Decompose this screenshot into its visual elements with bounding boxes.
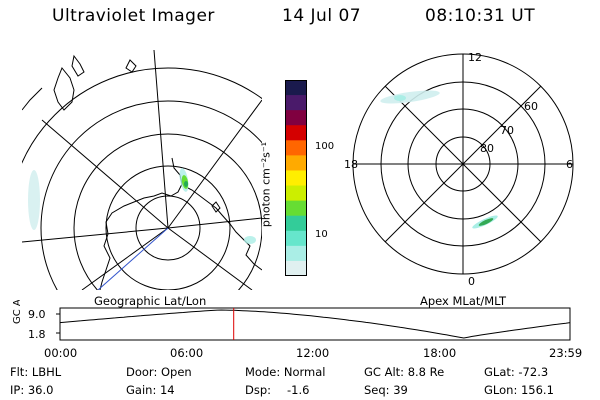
timeline-ytick-1-8: 1.8 <box>28 328 46 341</box>
timeline-xtick-2359: 23:59 <box>549 346 583 360</box>
aurora-emission <box>28 168 256 244</box>
latitude-ring <box>73 133 262 290</box>
mlt-label-18: 18 <box>344 158 358 171</box>
gc-alt-info: GC Alt: 8.8 Re <box>364 365 445 379</box>
observation-date: 14 Jul 07 <box>282 6 362 26</box>
colorbar-band <box>285 155 307 171</box>
gain-info: Gain: 14 <box>126 383 175 397</box>
colorbar-band <box>285 125 307 141</box>
colorbar-band <box>285 185 307 202</box>
meridian-line <box>41 119 169 229</box>
colorbar-band <box>285 215 307 232</box>
orbit-altitude-timeline: GC Alt 9.0 1.8 <box>12 300 571 341</box>
timeline-ylabel: GC Alt <box>12 300 23 324</box>
timeline-frame <box>59 307 571 341</box>
glat-info: GLat: -72.3 <box>484 365 549 379</box>
coastline <box>211 201 221 213</box>
coastline <box>22 87 43 111</box>
dsp-value: -1.6 <box>287 383 310 397</box>
meridian-line <box>153 50 169 229</box>
lat-label-80: 80 <box>480 142 494 155</box>
timeline-xtick-0600: 06:00 <box>170 346 204 360</box>
coastline <box>99 157 183 290</box>
colorbar-band <box>285 95 307 111</box>
lat-label-60: 60 <box>524 100 538 113</box>
geographic-map-label: Geographic Lat/Lon <box>94 294 207 308</box>
latitude-ring <box>40 100 262 290</box>
dsp-label: Dsp: <box>245 383 272 397</box>
colorbar-band <box>285 170 307 187</box>
door-info: Door: Open <box>126 365 192 379</box>
geographic-map <box>22 50 262 290</box>
mlt-line-diagonal <box>384 85 542 243</box>
timeline-ytick-9: 9.0 <box>28 308 46 321</box>
colorbar-band <box>285 260 307 276</box>
coastline <box>53 67 75 111</box>
meridian-line <box>22 227 169 243</box>
mlt-label-0: 0 <box>468 275 475 287</box>
filter-info: Flt: LBHL <box>10 365 62 379</box>
colorbar-unit-label: photon cm⁻²s⁻¹ <box>259 141 273 228</box>
coastline <box>71 54 85 77</box>
lat-label-70: 70 <box>500 124 514 137</box>
latitude-ring <box>105 165 231 290</box>
latitude-ring <box>135 195 201 261</box>
colorbar-tick-10: 10 <box>315 229 328 240</box>
mode-info: Mode: Normal <box>245 365 326 379</box>
apex-polar-map: 12 6 0 18 60 70 80 <box>344 52 574 287</box>
glon-info: GLon: 156.1 <box>484 383 554 397</box>
colorbar-band <box>285 140 307 156</box>
mlt-label-12: 12 <box>468 52 482 64</box>
colorbar-band <box>285 80 307 96</box>
meridian-line <box>167 227 253 290</box>
colorbar-tick-100: 100 <box>315 141 335 152</box>
observation-time: 08:10:31 UT <box>425 6 536 26</box>
coastline <box>183 185 262 271</box>
ip-info: IP: 36.0 <box>10 383 54 397</box>
apex-map-label: Apex MLat/MLT <box>420 294 507 308</box>
meridian-line <box>167 217 262 229</box>
colorbar-band <box>285 230 307 247</box>
ground-track <box>97 227 169 290</box>
colorbar <box>285 80 307 276</box>
seq-info: Seq: 39 <box>364 383 408 397</box>
instrument-title: Ultraviolet Imager <box>52 6 215 26</box>
colorbar-band <box>285 200 307 217</box>
meridian-line <box>167 99 262 229</box>
timeline-xtick-1800: 18:00 <box>423 346 457 360</box>
timeline-xtick-0000: 00:00 <box>44 346 78 360</box>
colorbar-band <box>285 110 307 126</box>
altitude-curve <box>59 309 571 339</box>
meridian-line <box>81 227 169 290</box>
latitude-ring <box>22 67 262 164</box>
aurora-emission <box>380 90 498 229</box>
colorbar-frame <box>285 80 307 276</box>
timeline-xtick-1200: 12:00 <box>296 346 330 360</box>
mlt-label-6: 6 <box>566 158 573 171</box>
coastline <box>125 59 137 73</box>
colorbar-band <box>285 245 307 262</box>
